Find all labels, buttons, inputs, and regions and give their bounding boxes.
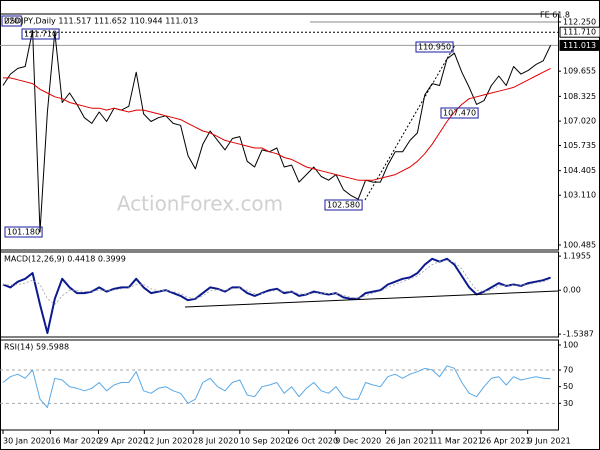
series-line (2, 30, 552, 233)
annotation-label: 102.580 (327, 201, 360, 210)
series-line (2, 365, 551, 408)
fe-label: FE 61.8 (540, 10, 570, 19)
x-tick-label: 26 Oct 2020 (289, 437, 338, 446)
annotation-box (1, 15, 22, 27)
x-tick-label: 9 Jun 2021 (528, 437, 571, 446)
y-tick-label: 103.110 (563, 191, 596, 200)
y-tick-label: 70 (563, 366, 573, 375)
x-tick-label: 30 Jan 2020 (3, 437, 51, 446)
y-tick-label: 109.655 (563, 67, 596, 76)
x-tick-label: 12 Jun 2020 (144, 437, 192, 446)
annotation-box (415, 41, 454, 53)
series-line (3, 67, 551, 181)
annotation-label: 111.710 (24, 30, 57, 39)
x-tick-label: 11 Mar 2021 (432, 437, 483, 446)
x-tick-label: 16 Mar 2020 (50, 437, 101, 446)
x-tick-label: 26 Apr 2021 (481, 437, 530, 446)
level-label: 111.013 (563, 41, 596, 50)
annotation-box (21, 28, 60, 40)
y-tick-label: 30 (563, 399, 573, 408)
y-tick-label: 100 (563, 341, 578, 350)
annotation-label: 101.180 (7, 228, 40, 237)
y-tick-label: 50 (563, 382, 573, 391)
y-tick-label: 105.735 (563, 141, 596, 150)
annotation-label: 220 (4, 17, 19, 26)
panel-title: RSI(14) 59.5988 (4, 343, 69, 352)
y-tick-label: 0.00 (563, 286, 581, 295)
trend-dotted (364, 44, 456, 201)
x-tick-label: 10 Sep 2020 (240, 437, 291, 446)
panel-title: USDJPY,Daily 111.517 111.652 110.944 111… (4, 17, 198, 26)
level-label: 111.710 (563, 28, 596, 37)
panel (0, 251, 559, 338)
x-tick-label: 9 Dec 2020 (335, 437, 381, 446)
annotation-box (324, 199, 363, 211)
y-tick-label: 100.485 (563, 240, 596, 249)
x-tick-label: 26 Jan 2021 (386, 437, 434, 446)
y-tick-label: 104.405 (563, 166, 596, 175)
y-tick-label: 112.250 (563, 17, 596, 26)
annotation-box (440, 107, 479, 119)
series-line (2, 257, 551, 334)
annotation-label: 107.470 (443, 109, 476, 118)
x-tick-label: 29 Apr 2020 (98, 437, 147, 446)
panel (0, 339, 559, 431)
macd-trend (184, 290, 559, 308)
panel-title: MACD(12,26,9) 0.4418 0.3999 (4, 255, 126, 264)
level-box (559, 26, 600, 38)
y-tick-label: 107.020 (563, 117, 596, 126)
annotation-box (4, 226, 43, 238)
panel (0, 13, 559, 251)
y-tick-label: 1.1955 (563, 252, 591, 261)
level-box (559, 39, 600, 51)
annotation-label: 110.950 (418, 43, 451, 52)
y-tick-label: 108.325 (563, 92, 596, 101)
x-tick-label: 28 Jul 2020 (193, 437, 238, 446)
watermark: ActionForex.com (117, 192, 283, 216)
series-line (2, 259, 551, 305)
y-tick-label: -1.5387 (563, 330, 594, 339)
